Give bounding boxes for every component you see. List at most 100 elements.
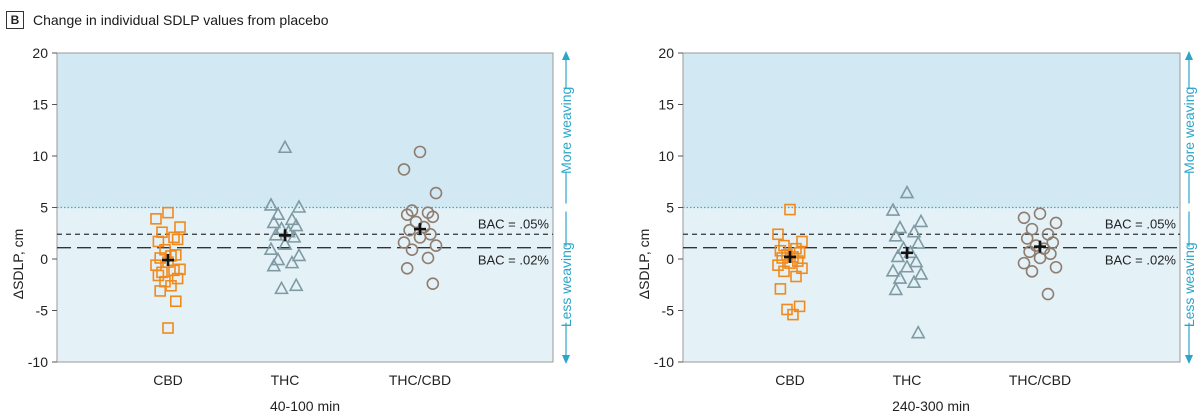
mean-marker — [901, 246, 913, 259]
y-tick-label: 5 — [666, 200, 674, 216]
chart-panel-2: -10 -5 0 5 10 15 20 ΔSDLP, cm BAC = .05% BAC = .0… — [636, 45, 1197, 414]
down-arrow-icon — [1185, 355, 1193, 364]
thc-data-point — [288, 277, 304, 292]
y-tick-label: 0 — [666, 251, 674, 267]
thc-cbd-data-point — [429, 239, 443, 252]
thc-data-point — [268, 227, 284, 241]
bac-reference-label: BAC = .05% — [1105, 216, 1177, 231]
cbd-data-point — [154, 285, 166, 297]
cbd-data-point — [774, 283, 787, 295]
chart-panel-1: -10 -5 0 5 10 15 20 ΔSDLP, cm BAC = .05% BAC = .0… — [10, 45, 574, 414]
cbd-data-point — [772, 259, 784, 271]
thc-data-point — [274, 220, 289, 235]
thc-data-point — [908, 253, 924, 268]
thc-cbd-data-point — [1017, 256, 1031, 270]
thc-data-point — [888, 281, 904, 296]
thc-data-point — [288, 217, 304, 232]
less-weaving-label: Less weaving — [1181, 242, 1197, 327]
thc-cbd-data-point — [426, 210, 440, 224]
x-category-label: CBD — [775, 372, 805, 388]
cbd-data-point — [790, 270, 802, 283]
cbd-data-point — [152, 269, 165, 282]
thc-data-point — [890, 248, 906, 263]
down-arrow-icon — [562, 355, 570, 364]
mean-marker — [279, 229, 291, 242]
thc-data-point — [888, 228, 904, 242]
less-weaving-label: Less weaving — [558, 242, 574, 327]
cbd-data-point — [793, 300, 806, 313]
cbd-data-point — [796, 235, 808, 248]
thc-data-point — [266, 258, 282, 272]
cbd-data-point — [162, 206, 174, 219]
thc-data-point — [899, 184, 915, 199]
cbd-data-point — [793, 247, 806, 259]
thc-cbd-data-point — [1041, 287, 1055, 301]
cbd-data-point — [174, 221, 186, 233]
cbd-data-point — [796, 262, 808, 275]
thc-cbd-data-point — [1046, 236, 1060, 249]
thc-data-point — [913, 266, 929, 280]
thc-data-point — [906, 274, 922, 288]
figure-title: Change in individual SDLP values from pl… — [33, 12, 329, 28]
y-tick-label: -5 — [36, 303, 49, 319]
thc-data-point — [899, 259, 915, 273]
cbd-data-point — [171, 233, 184, 246]
thc-cbd-data-point — [426, 277, 440, 291]
up-arrow-icon — [1185, 51, 1193, 60]
thc-data-point — [266, 214, 282, 229]
thc-cbd-data-point — [413, 145, 427, 159]
cbd-data-point — [165, 279, 177, 292]
x-category-label: THC — [893, 372, 922, 388]
y-tick-label: 20 — [658, 45, 674, 61]
cbd-data-point — [168, 231, 180, 244]
y-tick-label: 10 — [32, 148, 48, 164]
thc-data-point — [913, 213, 929, 228]
cbd-data-point — [790, 242, 802, 255]
mean-marker — [162, 254, 174, 267]
thc-cbd-data-point — [1049, 216, 1063, 230]
mean-marker — [784, 250, 796, 263]
thc-cbd-data-point — [421, 251, 435, 265]
thc-cbd-data-point — [1049, 260, 1063, 274]
more-weaving-band — [683, 53, 1180, 208]
cbd-data-point — [170, 249, 182, 261]
x-category-label: THC/CBD — [389, 372, 451, 388]
more-weaving-label: More weaving — [1181, 87, 1197, 174]
thc-cbd-data-point — [397, 236, 411, 249]
thc-data-point — [284, 254, 300, 269]
x-category-label: THC — [271, 372, 300, 388]
cbd-data-point — [778, 265, 790, 278]
y-tick-label: 5 — [40, 200, 48, 216]
cbd-data-point — [154, 252, 166, 264]
up-arrow-icon — [562, 51, 570, 60]
figure-header: B Change in individual SDLP values from … — [6, 8, 328, 32]
thc-data-point — [910, 324, 926, 339]
y-tick-label: 15 — [32, 97, 48, 113]
thc-data-point — [291, 247, 307, 262]
mean-marker — [1034, 240, 1046, 253]
thc-cbd-data-point — [1023, 245, 1036, 259]
thc-data-point — [270, 251, 286, 266]
cbd-data-point — [170, 295, 182, 308]
thc-cbd-data-point — [405, 243, 419, 257]
thc-data-point — [274, 280, 289, 295]
x-axis-label: 40-100 min — [270, 398, 340, 414]
x-category-label: THC/CBD — [1009, 372, 1071, 388]
thc-cbd-data-point — [400, 208, 414, 222]
mean-marker — [414, 223, 426, 236]
cbd-data-point — [784, 203, 796, 216]
cbd-data-point — [772, 228, 784, 241]
cbd-data-point — [150, 213, 162, 225]
thc-data-point — [892, 219, 908, 234]
panel-label: B — [6, 11, 24, 29]
y-tick-label: 10 — [658, 148, 674, 164]
thc-data-point — [291, 199, 307, 213]
cbd-data-point — [162, 322, 174, 334]
cbd-data-point — [787, 308, 799, 321]
bac-reference-label: BAC = .05% — [478, 216, 550, 231]
thc-cbd-data-point — [1025, 265, 1039, 278]
bac-reference-label: BAC = .02% — [1105, 253, 1177, 268]
thc-data-point — [277, 139, 293, 154]
x-axis-label: 240-300 min — [892, 398, 970, 414]
